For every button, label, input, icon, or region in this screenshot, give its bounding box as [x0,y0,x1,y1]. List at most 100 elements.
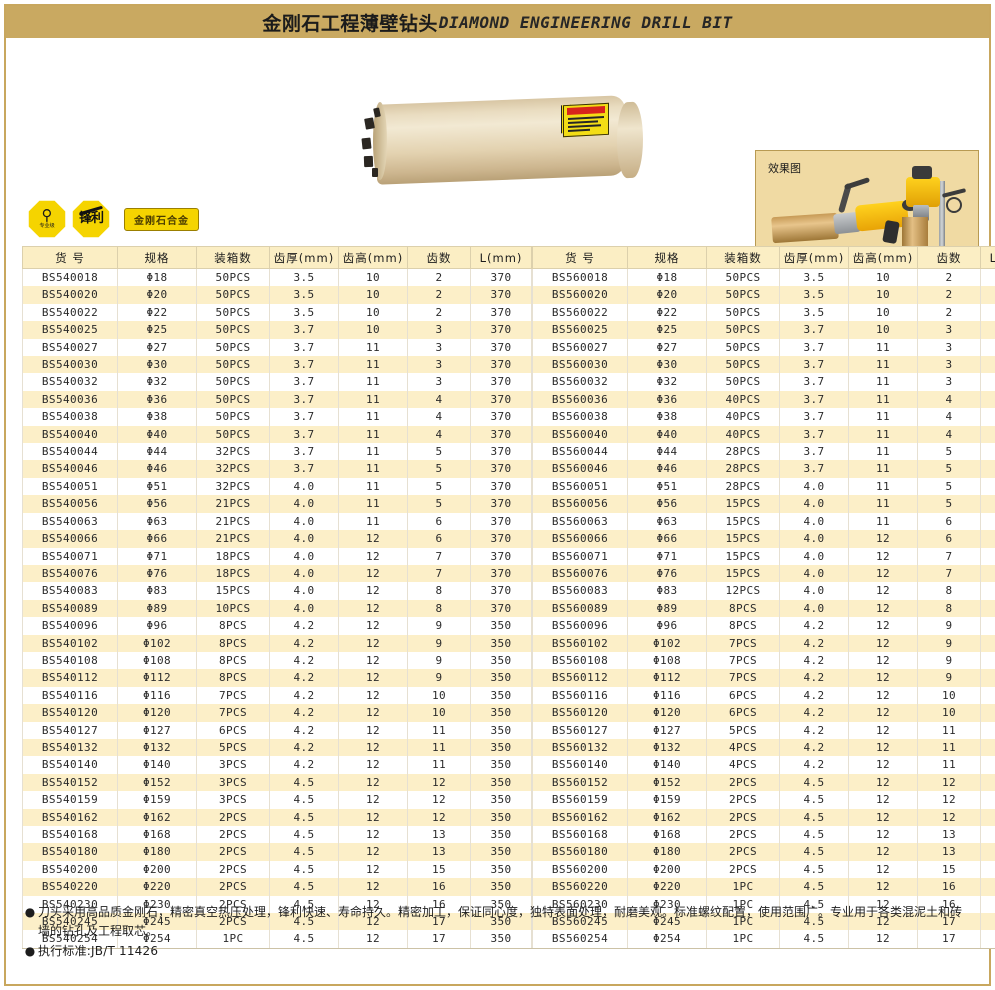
table-cell: 17 [917,913,981,931]
table-cell: 21PCS [196,495,270,513]
table-cell: 4.2 [779,669,849,687]
note-standard: 执行标准:JB/T 11426 [38,944,159,958]
table-cell: 32PCS [196,443,270,461]
table-cell: 12 [338,669,408,687]
table-cell: 11 [848,425,918,444]
table-cell: Φ22 [117,303,197,322]
table-cell: 3 [407,373,471,391]
table-cell: 13 [917,826,981,844]
table-cell: 12 [338,547,408,565]
table-cell: 12 [338,843,408,861]
table-cell: BS560159 [532,791,628,809]
table-cell: 4.0 [779,547,849,565]
table-cell: 21PCS [196,512,270,531]
effect-photo-box: 效果图 [755,150,979,260]
table-cell: Φ200 [627,860,707,879]
table-cell: BS560025 [532,321,628,339]
table-cell: 450 [980,826,995,844]
table-cell: 4.2 [269,738,339,757]
table-cell: 50PCS [706,303,780,322]
table-cell: 11 [338,373,408,391]
table-cell: 15PCS [706,564,780,583]
table-cell: 10 [848,303,918,322]
col-header-code: 货 号 [532,246,628,269]
table-cell: 4.5 [779,791,849,809]
col-header-tooth-height: 齿高(mm) [338,246,408,269]
table-cell: 3PCS [196,791,270,809]
table-cell: 3.7 [779,425,849,444]
table-cell: 12 [848,651,918,670]
table-cell: 450 [980,704,995,722]
table-cell: 350 [470,895,532,914]
sticker-text-line [568,124,601,128]
table-cell: 4 [407,408,471,426]
product-sticker [563,102,609,138]
table-cell: 12 [338,826,408,844]
table-cell: 12 [848,913,918,931]
table-cell: 370 [470,286,532,304]
table-cell: BS560063 [532,512,628,531]
table-cell: 50PCS [196,303,270,322]
table-cell: 2PCS [706,860,780,879]
table-cell: 40PCS [706,425,780,444]
table-cell: Φ220 [117,878,197,896]
table-cell: Φ96 [117,617,197,635]
table-cell: 10PCS [196,599,270,618]
table-cell: Φ63 [117,512,197,531]
table-cell: 4.2 [779,756,849,774]
table-cell: 350 [470,773,532,792]
table-cell: Φ32 [627,373,707,391]
table-row: BS540040 Φ40 50PCS 3.7 11 4 370 [22,425,532,444]
table-cell: 350 [470,651,532,670]
table-cell: 32PCS [196,460,270,478]
table-cell: 350 [470,721,532,739]
table-cell: Φ180 [117,843,197,861]
table-cell: BS560032 [532,373,628,391]
table-cell: 450 [980,599,995,618]
table-row: BS540044 Φ44 32PCS 3.7 11 5 370 [22,443,532,461]
table-cell: 4 [917,408,981,426]
table-cell: 3.7 [779,443,849,461]
table-cell: 11 [848,460,918,478]
table-cell: 11 [338,356,408,374]
table-cell: Φ20 [117,286,197,304]
table-cell: 12 [848,530,918,548]
table-cell: 3.7 [269,425,339,444]
table-row: BS540168 Φ168 2PCS 4.5 12 13 350 [22,826,532,844]
table-cell: 450 [980,756,995,774]
table-cell: 11 [917,738,981,757]
handheld-core-bit [771,212,839,244]
table-cell: 4.2 [779,704,849,722]
table-cell: BS560220 [532,878,628,896]
table-cell: Φ46 [117,460,197,478]
table-cell: 3.5 [779,268,849,287]
table-cell: 3.7 [779,408,849,426]
table-cell: Φ25 [627,321,707,339]
note-item: ● 刀头采用高品质金刚石，精密真空热压处理，锋利快速、寿命持久。精密加工，保证同… [22,903,962,941]
table-cell: 16 [407,895,471,914]
table-cell: 12 [338,913,408,931]
table-cell: BS540076 [22,564,118,583]
table-row: BS540127 Φ127 6PCS 4.2 12 11 350 [22,721,532,739]
table-cell: 450 [980,582,995,600]
table-cell: 7 [407,547,471,565]
table-cell: Φ66 [627,530,707,548]
table-cell: 450 [980,791,995,809]
table-cell: 50PCS [196,408,270,426]
table-cell: 4.0 [779,582,849,600]
table-cell: 7PCS [196,704,270,722]
table-cell: 12 [338,930,408,949]
table-cell: 50PCS [196,425,270,444]
table-cell: 5 [407,443,471,461]
table-row: BS540025 Φ25 50PCS 3.7 10 3 370 [22,321,532,339]
table-cell: BS560132 [532,738,628,757]
table-cell: 11 [407,738,471,757]
table-row: BS540120 Φ120 7PCS 4.2 12 10 350 [22,704,532,722]
table-cell: 9 [407,634,471,652]
